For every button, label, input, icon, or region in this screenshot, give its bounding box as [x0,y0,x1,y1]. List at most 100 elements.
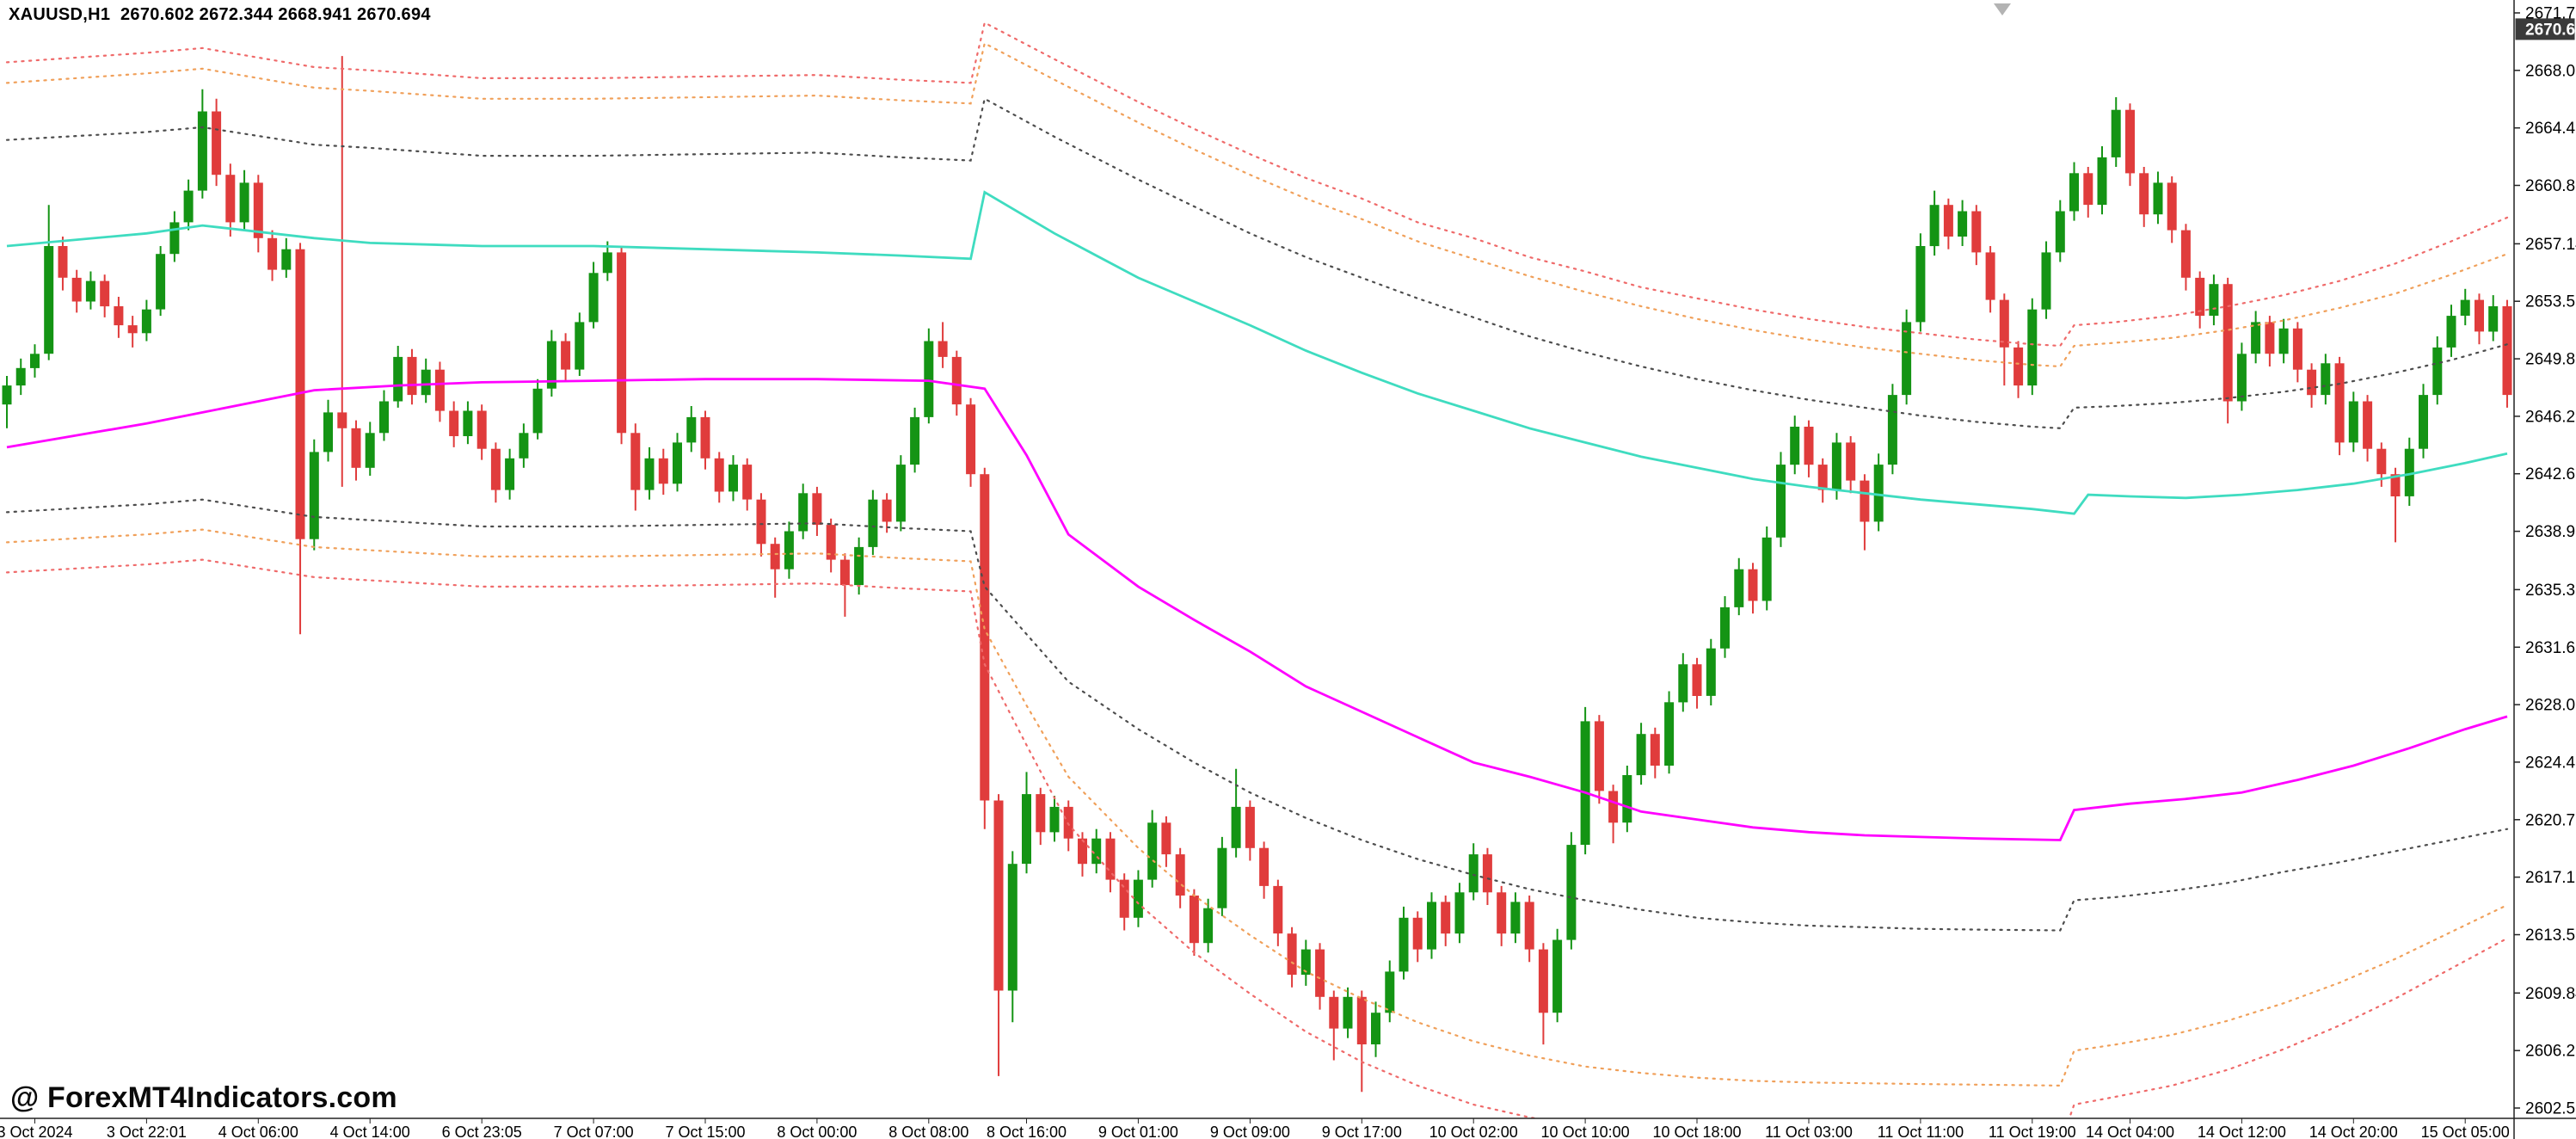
bull-candle [323,399,333,462]
bear-candle [2083,167,2093,218]
bull-candle [1385,960,1395,1023]
bull-candle [1147,810,1158,888]
bull-candle [602,241,612,281]
bull-candle [15,358,26,396]
bull-candle [1217,836,1227,916]
current-price-tag [2515,18,2575,40]
time-axis-label: 4 Oct 14:00 [330,1124,410,1139]
price-axis-label: 2657.145 [2525,236,2576,254]
bear-candle [2180,224,2191,291]
bull-candle [924,328,934,424]
price-axis-label: 2624.420 [2525,754,2576,772]
time-axis-label: 10 Oct 10:00 [1541,1124,1630,1139]
bear-candle [253,175,263,253]
bear-candle [1287,927,1297,988]
bull-candle [1706,638,1716,705]
plot-area[interactable] [2,21,2512,1139]
bull-candle [1902,309,1912,405]
bear-candle [337,56,347,487]
time-axis-label: 11 Oct 19:00 [1989,1124,2076,1139]
bull-candle [1678,653,1688,712]
time-axis-label: 6 Oct 23:05 [442,1124,522,1139]
bull-candle [379,390,389,441]
bear-candle [2265,316,2275,366]
bull-candle [2055,200,2065,262]
bear-candle [1999,293,2009,386]
time-axis-label: 8 Oct 00:00 [777,1124,857,1139]
bear-candle [100,274,110,317]
lower-black-band [5,498,2509,932]
bear-candle [2195,271,2205,329]
bull-candle [1427,892,1436,959]
time-axis-label: 7 Oct 07:00 [554,1124,634,1139]
lower-orange-band [5,528,2509,1087]
bear-candle [993,794,1004,1076]
bull-candle [2,376,12,428]
bull-candle [463,401,473,445]
bear-candle [1329,990,1339,1061]
bull-candle [1468,843,1479,901]
bear-candle [980,467,990,829]
bear-candle [714,452,724,503]
bear-candle [1356,990,1367,1093]
bull-candle [85,271,95,310]
bear-candle [1161,816,1171,867]
chart-shift-marker-icon[interactable] [1994,3,2011,15]
bull-candle [2432,336,2443,405]
bull-candle [2041,241,2051,319]
bull-candle [784,521,794,579]
price-axis-label: 2653.515 [2525,293,2576,311]
price-axis-label: 2609.845 [2525,985,2576,1003]
bull-candle [2321,354,2331,405]
bull-candle [2027,298,2038,396]
bear-candle [490,442,501,503]
bear-candle [1524,896,1534,963]
bear-candle [71,269,82,313]
upper-orange-band [5,41,2509,368]
time-axis[interactable]: 3 Oct 2024 3 Oct 22:01 4 Oct 06:00 4 Oct 14… [0,1117,2576,1139]
bull-candle [910,407,920,473]
bull-candle [1734,557,1744,616]
time-axis-label: 14 Oct 04:00 [2086,1124,2174,1139]
time-axis-label: 9 Oct 01:00 [1098,1124,1178,1139]
bull-candle [575,312,585,376]
bear-candle [1971,205,1982,266]
bear-candle [826,518,836,573]
bull-candle [2404,437,2414,506]
time-axis-label: 15 Oct 05:00 [2421,1124,2510,1139]
price-axis[interactable]: 2671.720 2668.090 2664.460 2660.830 2657.145… [2513,0,2576,1139]
bear-candle [1078,832,1087,877]
lower-outer-red-band [5,558,2509,1118]
bear-candle [2475,293,2484,345]
bull-candle [1664,691,1675,774]
bull-candle [1776,452,1786,547]
time-axis-label: 14 Oct 20:00 [2309,1124,2398,1139]
bull-candle [183,179,194,231]
bull-candle [2460,288,2470,326]
bear-candle [882,493,892,533]
bear-candle [742,458,753,511]
bear-candle [2139,167,2149,227]
bear-candle [1036,787,1046,846]
bull-candle [2278,318,2289,364]
bull-candle [1580,706,1590,855]
bull-candle [309,439,319,551]
bear-candle [700,410,710,470]
bull-candle [2069,162,2079,221]
magenta-center-band [6,378,2508,841]
candles-layer [2,56,2512,1093]
bull-candle [141,299,151,342]
bear-candle [1259,841,1270,899]
upper-black-band [5,97,2509,429]
bull-candle [2446,305,2456,357]
bull-candle [239,169,249,231]
bear-candle [770,537,780,598]
bear-candle [127,316,138,348]
price-axis-label: 2664.460 [2525,120,2576,138]
current-price-value: 2670.694 [2525,21,2576,39]
bear-candle [1943,198,1953,249]
time-axis-label: 8 Oct 08:00 [888,1124,968,1139]
bear-candle [966,397,976,487]
